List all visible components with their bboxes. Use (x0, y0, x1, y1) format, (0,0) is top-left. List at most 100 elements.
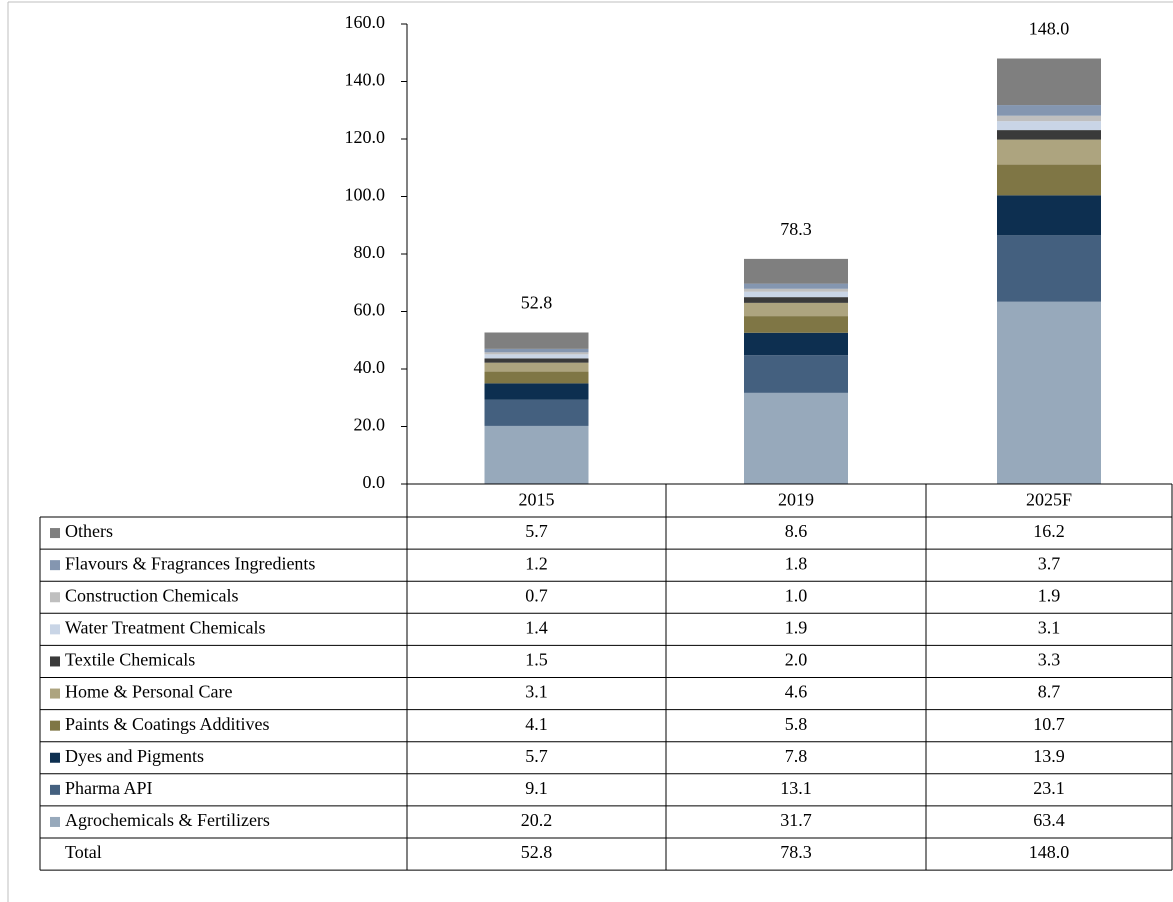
y-tick-label: 140.0 (345, 70, 386, 90)
legend-swatch (50, 624, 60, 635)
bar-segment (484, 371, 589, 384)
legend-label: Others (65, 521, 113, 541)
table-value: 3.1 (1038, 617, 1061, 637)
bar-segment (744, 258, 848, 284)
table-value: 13.1 (780, 778, 812, 798)
bar-segment (484, 358, 589, 363)
legend-label: Construction Chemicals (65, 585, 238, 605)
table-value: 1.9 (785, 617, 808, 637)
bar-segment (744, 316, 848, 333)
y-tick-label: 160.0 (345, 12, 386, 32)
bar-segment (997, 301, 1101, 484)
table-value: 1.5 (525, 650, 548, 670)
table-value: 4.1 (525, 714, 548, 734)
legend-swatch (50, 592, 60, 603)
bar-segment (744, 288, 848, 292)
y-tick-label: 0.0 (363, 472, 386, 492)
bar-segment (744, 291, 848, 298)
legend-label: Flavours & Fragrances Ingredients (65, 553, 315, 573)
table-value: 5.8 (785, 714, 808, 734)
bar-segment (997, 139, 1101, 165)
x-tick-label: 2025F (1026, 490, 1072, 510)
y-tick-label: 60.0 (354, 300, 386, 320)
table-value: 4.6 (785, 682, 808, 702)
legend-label: Dyes and Pigments (65, 746, 204, 766)
table-value: 0.7 (525, 585, 548, 605)
table-value: 8.7 (1038, 682, 1061, 702)
bar-segment (484, 354, 589, 359)
table-value: 2.0 (785, 650, 808, 670)
bar-segment (744, 283, 848, 289)
table-value: 1.9 (1038, 585, 1061, 605)
bar-segment (744, 392, 848, 484)
y-tick-label: 120.0 (345, 127, 386, 147)
table-value: 1.0 (785, 585, 808, 605)
total-row-label: Total (65, 842, 102, 862)
legend-label: Home & Personal Care (65, 682, 232, 702)
table-value: 3.7 (1038, 553, 1061, 573)
bar-segment (744, 332, 848, 356)
bar-segment (997, 121, 1101, 131)
bar-segment (484, 425, 589, 484)
bar-segment (997, 115, 1101, 122)
legend-swatch (50, 816, 60, 827)
table-value: 3.1 (525, 682, 548, 702)
bar-segment (484, 383, 589, 400)
table-value: 20.2 (521, 810, 553, 830)
legend-swatch (50, 528, 60, 539)
x-tick-label: 2019 (778, 490, 814, 510)
bar-segment (997, 235, 1101, 302)
table-total: 148.0 (1029, 842, 1070, 862)
bar-segment (484, 348, 589, 353)
table-value: 5.7 (525, 746, 548, 766)
legend-swatch (50, 560, 60, 571)
table-value: 9.1 (525, 778, 548, 798)
table-value: 1.2 (525, 553, 548, 573)
legend-swatch (50, 656, 60, 667)
x-tick-label: 2015 (519, 490, 555, 510)
bar-segment (744, 302, 848, 317)
y-tick-label: 20.0 (354, 415, 386, 435)
table-value: 10.7 (1033, 714, 1065, 734)
table-value: 63.4 (1033, 810, 1065, 830)
table-value: 13.9 (1033, 746, 1065, 766)
table-value: 23.1 (1033, 778, 1065, 798)
legend-swatch (50, 720, 60, 731)
bar-segment (997, 105, 1101, 116)
table-value: 1.4 (525, 617, 548, 637)
legend-label: Water Treatment Chemicals (65, 617, 266, 637)
bar-segment (744, 297, 848, 303)
table-value: 31.7 (780, 810, 812, 830)
legend-label: Pharma API (65, 778, 153, 798)
legend-label: Textile Chemicals (65, 650, 195, 670)
table-total: 78.3 (780, 842, 812, 862)
bar-segment (484, 352, 589, 355)
total-label: 52.8 (521, 293, 553, 313)
legend-swatch (50, 752, 60, 763)
table-value: 1.8 (785, 553, 808, 573)
bar-segment (997, 164, 1101, 196)
bar-segment (997, 58, 1101, 106)
bar-segment (484, 399, 589, 426)
table-value: 3.3 (1038, 650, 1061, 670)
bar-segment (484, 332, 589, 349)
y-tick-label: 40.0 (354, 357, 386, 377)
bar-segment (997, 130, 1101, 140)
table-value: 8.6 (785, 521, 808, 541)
bar-segment (744, 355, 848, 393)
table-value: 16.2 (1033, 521, 1065, 541)
table-value: 5.7 (525, 521, 548, 541)
total-label: 148.0 (1029, 19, 1070, 39)
legend-label: Paints & Coatings Additives (65, 714, 270, 734)
table-total: 52.8 (521, 842, 553, 862)
y-tick-label: 100.0 (345, 185, 386, 205)
table-value: 7.8 (785, 746, 808, 766)
bar-segment (997, 195, 1101, 236)
bar-segment (484, 362, 589, 372)
y-tick-label: 80.0 (354, 242, 386, 262)
legend-label: Agrochemicals & Fertilizers (65, 810, 270, 830)
legend-swatch (50, 688, 60, 699)
legend-swatch (50, 784, 60, 795)
total-label: 78.3 (780, 219, 812, 239)
